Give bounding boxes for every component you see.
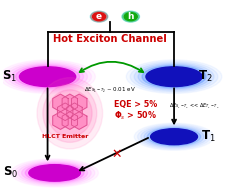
Text: h: h (128, 12, 134, 21)
Ellipse shape (11, 159, 98, 187)
Ellipse shape (0, 60, 95, 93)
Polygon shape (53, 94, 68, 112)
Ellipse shape (147, 128, 201, 146)
Ellipse shape (29, 165, 80, 181)
Ellipse shape (15, 65, 80, 88)
Ellipse shape (122, 12, 139, 22)
Ellipse shape (48, 90, 92, 137)
Ellipse shape (126, 60, 222, 93)
Ellipse shape (142, 65, 206, 88)
Ellipse shape (134, 63, 214, 91)
Ellipse shape (138, 64, 210, 89)
Ellipse shape (22, 162, 88, 184)
Ellipse shape (144, 126, 204, 147)
Ellipse shape (43, 84, 97, 142)
Text: T$_2$: T$_2$ (198, 69, 213, 84)
Ellipse shape (141, 125, 207, 148)
Text: Hot Exciton Channel: Hot Exciton Channel (53, 34, 167, 44)
Ellipse shape (37, 78, 103, 149)
Ellipse shape (12, 64, 84, 89)
Ellipse shape (124, 13, 137, 21)
Ellipse shape (146, 67, 202, 87)
Polygon shape (67, 103, 82, 121)
Ellipse shape (151, 129, 198, 145)
Ellipse shape (20, 67, 76, 87)
Polygon shape (71, 94, 87, 112)
Polygon shape (62, 112, 78, 129)
Ellipse shape (4, 61, 91, 92)
Text: ✕: ✕ (111, 148, 122, 161)
Polygon shape (71, 112, 87, 129)
Text: S$_0$: S$_0$ (3, 165, 18, 180)
Text: Φ$_s$ > 50%: Φ$_s$ > 50% (114, 110, 157, 122)
Text: $\Delta E_{S_1-T_2}$ << $\Delta E_{T_1-T_2}$: $\Delta E_{S_1-T_2}$ << $\Delta E_{T_1-T… (169, 102, 219, 112)
Ellipse shape (130, 61, 218, 92)
Ellipse shape (91, 12, 108, 22)
Polygon shape (53, 112, 68, 129)
Ellipse shape (138, 124, 211, 149)
Ellipse shape (8, 63, 88, 91)
Text: e: e (96, 12, 102, 21)
Ellipse shape (93, 13, 106, 21)
Ellipse shape (15, 160, 95, 186)
Polygon shape (57, 103, 73, 121)
Text: T$_1$: T$_1$ (201, 129, 215, 144)
FancyArrowPatch shape (80, 62, 143, 72)
Text: HLCT Emitter: HLCT Emitter (42, 134, 88, 139)
Ellipse shape (90, 11, 108, 22)
Ellipse shape (25, 163, 84, 182)
Ellipse shape (18, 161, 91, 185)
Ellipse shape (134, 123, 214, 150)
Ellipse shape (122, 11, 139, 22)
Text: S$_1$: S$_1$ (2, 69, 17, 84)
Text: $\Delta E_{S_1-T_2}$ ~ 0.01 eV: $\Delta E_{S_1-T_2}$ ~ 0.01 eV (84, 85, 135, 94)
Polygon shape (62, 94, 78, 112)
Text: EQE > 5%: EQE > 5% (114, 100, 157, 109)
